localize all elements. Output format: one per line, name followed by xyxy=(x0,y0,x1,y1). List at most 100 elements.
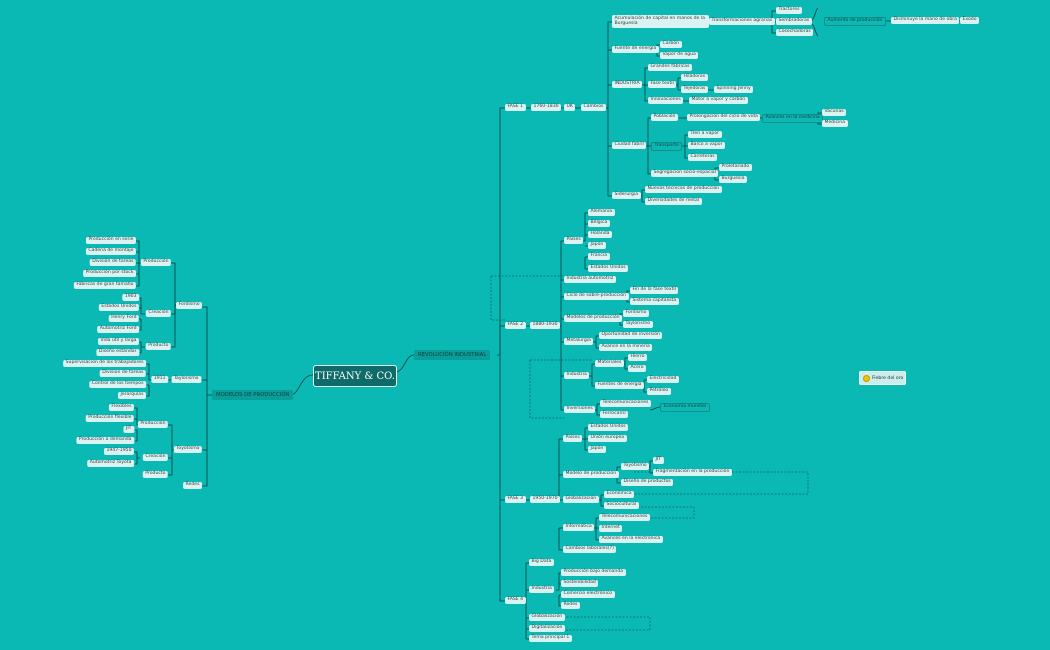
redes-node[interactable]: Redes xyxy=(183,482,202,489)
fase2-industria[interactable]: Industria xyxy=(564,372,590,379)
clase-item[interactable]: Proletariado xyxy=(719,164,752,171)
fuente-energia[interactable]: Fuente de energía xyxy=(612,46,659,53)
toyotismo-creacion-item[interactable]: 1947-1950 xyxy=(103,448,134,455)
siderurgia-item[interactable]: Nuevas tecnicas de producción xyxy=(645,186,722,193)
energia-item[interactable]: Carbón xyxy=(660,41,682,48)
fase2-node[interactable]: FASE 2 xyxy=(505,322,526,329)
toyotismo-produccion-item[interactable]: Producción flexible xyxy=(85,415,134,422)
clase-item[interactable]: Burguesía xyxy=(719,176,748,183)
fase4-node[interactable]: FASE 4 xyxy=(505,597,526,604)
transporte-item[interactable]: Barco a vapor xyxy=(688,142,725,149)
materiales[interactable]: Materiales xyxy=(595,360,624,367)
fragmentacion-item[interactable]: Fragmentación en la producción xyxy=(653,469,732,476)
fordismo-creacion-node[interactable]: Creación xyxy=(145,310,171,317)
fuente-item[interactable]: Electricidad xyxy=(647,376,679,383)
motor-vapor[interactable]: Motor a vapor y carbón xyxy=(689,97,748,104)
fordismo-node[interactable]: Fordismo xyxy=(176,302,202,309)
pais-item[interactable]: Holanda xyxy=(588,231,612,238)
fordismo-produccion-node[interactable]: Producción xyxy=(140,259,171,266)
fordismo-produccion-item[interactable]: Fábricas de gran tamaño xyxy=(73,282,136,289)
toyotismo-produccion-item[interactable]: Flexibles xyxy=(108,404,134,411)
glob-item[interactable]: Económica xyxy=(604,491,635,498)
root-node[interactable]: TIFFANY & CO. xyxy=(313,365,397,387)
inversion-item[interactable]: Ferrocarril xyxy=(600,411,629,418)
fordismo-producto-item[interactable]: Vida útil y larga xyxy=(97,338,139,345)
fordismo-producto-node[interactable]: Producto xyxy=(145,343,171,350)
fase3-pais-item[interactable]: Unión europea xyxy=(588,435,627,442)
tema-principal[interactable]: Tema principal 1 xyxy=(529,635,572,642)
ciclo-sobreproduccion[interactable]: Ciclo de sobre-producción xyxy=(564,293,629,300)
fase2-years[interactable]: 1880-1930 xyxy=(530,322,561,329)
fase4-industria-item[interactable]: Producción bajo demanda xyxy=(561,569,626,576)
pais-item[interactable]: Alemania xyxy=(588,209,615,216)
revolucion-industrial-node[interactable]: REVOLUCIÓN INDUSTRIAL xyxy=(414,350,491,360)
fase-textil[interactable]: Fase textil xyxy=(648,81,677,88)
transporte-item[interactable]: Tren a vapor xyxy=(688,131,722,138)
siderurgia-item[interactable]: Diversidades de metal xyxy=(645,198,702,205)
fordismo-produccion-item[interactable]: Cadena de montaje xyxy=(85,248,136,255)
energia-item[interactable]: Vapor de agua xyxy=(660,52,699,59)
innovaciones[interactable]: Innovaciones xyxy=(648,97,684,104)
economia-mundial[interactable]: Economia mundial xyxy=(660,403,710,412)
prolongacion-vida[interactable]: Prolongación del ciclo de vida xyxy=(687,114,761,121)
material-item[interactable]: Hierro xyxy=(628,354,647,361)
metalurgia-item[interactable]: Avance en la minería xyxy=(599,344,653,351)
toyotismo-creacion-item[interactable]: Automotriz Toyota xyxy=(87,460,134,467)
info-item[interactable]: Telecomunicaciones xyxy=(599,514,650,521)
inversion-item[interactable]: Telecomunicaciones xyxy=(600,400,651,407)
agraria-item[interactable]: Tractores xyxy=(776,7,802,14)
toyotismo-produccion-node[interactable]: Producción xyxy=(137,421,168,428)
big-data[interactable]: Big Data xyxy=(529,559,554,566)
fuente-item[interactable]: Petróleo xyxy=(647,388,671,395)
fase1-years[interactable]: 1760-1830 xyxy=(531,104,562,111)
taylorismo-item[interactable]: Division de tareas xyxy=(99,370,146,377)
toyotismo-item[interactable]: Toyotismo xyxy=(621,463,650,470)
fase3-paises[interactable]: Países xyxy=(563,435,583,442)
fase4-industria-item[interactable]: Redes xyxy=(561,602,580,609)
fase3-pais-item[interactable]: Japón xyxy=(588,446,606,453)
pais-item[interactable]: Japón xyxy=(588,242,606,249)
segregacion[interactable]: Segregacion socio-espacial xyxy=(651,170,719,177)
digitalizacion[interactable]: Digitalización xyxy=(529,625,565,632)
info-item[interactable]: Internet xyxy=(599,525,623,532)
taylorismo-item[interactable]: Control de los tiempos xyxy=(89,381,146,388)
modelo-item[interactable]: Fordismo xyxy=(623,310,649,317)
siderurgia[interactable]: Siderurgia xyxy=(612,192,641,199)
fase3-node[interactable]: FASE 3 xyxy=(505,496,526,503)
fordismo-creacion-item[interactable]: Henry Ford xyxy=(108,315,139,322)
aumento-produccion[interactable]: Aumento de producción xyxy=(824,17,886,26)
taylorismo-node[interactable]: Taylorismo xyxy=(171,376,201,383)
grandes-fabricas[interactable]: Grandes fábricas xyxy=(648,64,693,71)
fase2-paises[interactable]: Países xyxy=(564,237,584,244)
industria-automotriz[interactable]: Industria automotriz xyxy=(564,276,616,283)
toyotismo-node[interactable]: Toyotismo xyxy=(173,446,202,453)
modelo-produccion[interactable]: Modelo de producción xyxy=(563,471,619,478)
toyotismo-creacion-node[interactable]: Creación xyxy=(142,454,168,461)
fase4-industria-item[interactable]: Comercio electrónico xyxy=(561,591,615,598)
fordismo-produccion-item[interactable]: División de tareas xyxy=(89,259,136,266)
jit-item[interactable]: JIT xyxy=(653,457,664,464)
toyotismo-produccion-item[interactable]: Producción a demanda xyxy=(76,437,134,444)
transporte-item[interactable]: Carreteras xyxy=(688,154,718,161)
fase1-acumulacion[interactable]: Acumulación de capital en manos de la Bu… xyxy=(612,15,709,28)
fase4-industria[interactable]: Industria xyxy=(529,586,555,593)
fase3-years[interactable]: 1950-1970 xyxy=(530,496,561,503)
fordismo-creacion-item[interactable]: 1903 xyxy=(122,294,139,301)
industria-node[interactable]: INDUSTRIA xyxy=(612,81,643,88)
medicina-item[interactable]: Vacunas xyxy=(822,109,847,116)
taylorismo-item[interactable]: Jerarquías xyxy=(117,392,146,399)
modelos-produccion-node[interactable]: MODELOS DE PRODUCCIÓN xyxy=(212,390,294,400)
toyotismo-producto-node[interactable]: Producto xyxy=(142,471,168,478)
disminuye-mano-obra[interactable]: Disminuye la mano de obra xyxy=(891,17,960,24)
fase1-transformaciones[interactable]: Transformaciones agrarias xyxy=(709,18,775,25)
exodo-node[interactable]: Éxodo xyxy=(960,17,980,24)
fase1-cambios[interactable]: Cambios xyxy=(581,104,606,111)
informatica[interactable]: Informática xyxy=(563,524,595,531)
glob-item[interactable]: Sociocultural xyxy=(604,502,639,509)
tejedoras[interactable]: Tejedoras xyxy=(681,86,708,93)
fase1-node[interactable]: FASE 1 xyxy=(505,104,526,111)
fase3-pais-item[interactable]: Estados Unidos xyxy=(588,424,629,431)
fase1-country[interactable]: UK xyxy=(564,104,576,111)
taylorismo-item[interactable]: Supervisacion de los trabajadores xyxy=(63,360,146,367)
globalizacion[interactable]: Globalización xyxy=(563,496,599,503)
